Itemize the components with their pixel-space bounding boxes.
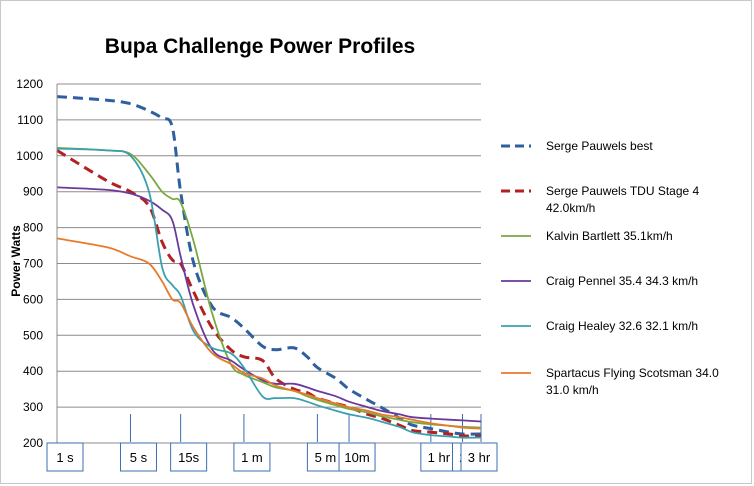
series-line (56, 95, 482, 436)
legend-label: Kalvin Bartlett 35.1km/h (546, 229, 673, 243)
y-axis-tick-labels: 200 300 400 500 600 700 800 900 1000 1100 1200 (16, 77, 43, 450)
legend-item: Serge Pauwels best (501, 139, 653, 153)
series-line (56, 147, 482, 439)
chart-title: Bupa Challenge Power Profiles (105, 35, 415, 58)
series-line (56, 237, 482, 430)
x-tick-label: 3 hr (468, 450, 491, 465)
x-tick-label-box: 10m (338, 442, 376, 472)
series-lines (56, 95, 482, 439)
legend-item: Spartacus Flying Scotsman 34.0 31.0 km/h (501, 366, 719, 397)
x-tick-label-box: 1 hr (420, 442, 458, 472)
y-tick-label: 900 (23, 185, 43, 199)
series-line (56, 147, 482, 429)
x-tick-label: 5 m (315, 450, 337, 465)
y-tick-label: 1200 (16, 77, 43, 91)
y-tick-label: 1000 (16, 149, 43, 163)
y-tick-label: 200 (23, 436, 43, 450)
y-tick-label: 500 (23, 328, 43, 342)
x-tick-box (119, 442, 157, 472)
x-tick-label-box: 1 s (46, 442, 84, 472)
x-tick-box (170, 442, 208, 472)
legend-item: Kalvin Bartlett 35.1km/h (501, 229, 673, 243)
x-tick-label: 5 s (130, 450, 148, 465)
grid (57, 83, 481, 408)
x-tick-box (233, 442, 271, 472)
legend-label: 31.0 km/h (546, 383, 599, 397)
legend: Serge Pauwels best Serge Pauwels TDU Stag… (501, 139, 719, 397)
x-tick-label: 1 s (56, 450, 74, 465)
legend-label: 42.0km/h (546, 201, 595, 215)
x-tick-box (46, 442, 84, 472)
x-tick-label-box: 3 hr (460, 442, 498, 472)
legend-label: Craig Healey 32.6 32.1 km/h (546, 319, 698, 333)
legend-label: Craig Pennel 35.4 34.3 km/h (546, 274, 698, 288)
legend-label: Serge Pauwels TDU Stage 4 (546, 184, 700, 198)
legend-label: Spartacus Flying Scotsman 34.0 (546, 366, 719, 380)
x-tick-box (460, 442, 498, 472)
legend-item: Serge Pauwels TDU Stage 4 42.0km/h (501, 184, 700, 215)
x-tick-label-box: 5 m (306, 442, 344, 472)
y-axis-label: Power Watts (9, 225, 23, 297)
legend-item: Craig Pennel 35.4 34.3 km/h (501, 274, 698, 288)
legend-label: Serge Pauwels best (546, 139, 653, 153)
y-tick-label: 400 (23, 364, 43, 378)
x-tick-label-box: 15s (170, 442, 208, 472)
x-tick-label: 15s (178, 450, 199, 465)
legend-item: Craig Healey 32.6 32.1 km/h (501, 319, 698, 333)
y-tick-label: 300 (23, 400, 43, 414)
series-line (56, 186, 482, 423)
x-tick-box (420, 442, 458, 472)
x-tick-label: 1 m (241, 450, 263, 465)
y-tick-label: 600 (23, 292, 43, 306)
x-tick-box (338, 442, 376, 472)
x-tick-label: 1 hr (428, 450, 451, 465)
y-tick-label: 700 (23, 257, 43, 271)
series-line (56, 149, 482, 438)
x-tick-label-box: 5 s (119, 442, 157, 472)
x-tick-label-box: 1 m (233, 442, 271, 472)
y-tick-label: 1100 (17, 113, 43, 127)
y-tick-label: 800 (23, 221, 43, 235)
x-tick-label: 10m (344, 450, 369, 465)
